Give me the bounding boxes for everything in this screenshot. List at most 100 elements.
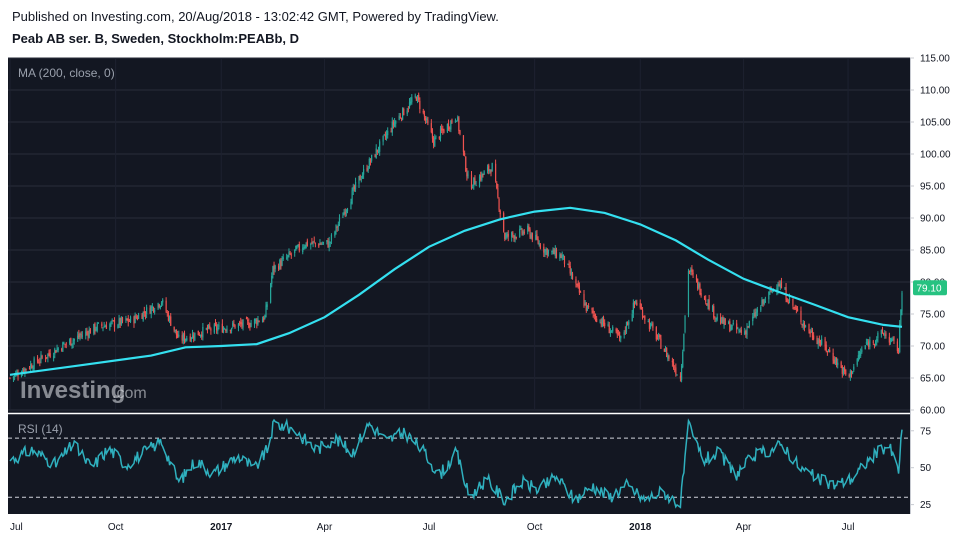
candle-body <box>248 321 250 328</box>
candle-body <box>450 121 452 130</box>
candle-body <box>829 349 831 353</box>
candle-body <box>86 331 88 333</box>
candle-body <box>796 308 799 312</box>
candle-body <box>264 315 266 320</box>
candle-body <box>173 326 175 331</box>
candle-body <box>53 355 55 359</box>
candle-body <box>491 163 493 172</box>
candle-body <box>295 246 297 251</box>
ma-200-line <box>9 206 903 376</box>
candle-body <box>38 362 40 364</box>
candle-body <box>531 232 533 240</box>
candle-body <box>71 343 73 347</box>
candle-body <box>55 350 57 353</box>
candle-body <box>631 314 633 322</box>
candle-body <box>777 285 779 291</box>
candle-body <box>647 321 649 323</box>
candle-body <box>724 318 726 325</box>
candle-body <box>586 305 589 310</box>
candle-body <box>804 325 807 327</box>
candle-body <box>233 323 235 325</box>
candle-body <box>383 134 385 136</box>
candle-body <box>279 260 281 270</box>
candle-body <box>801 323 803 325</box>
candle-body <box>832 352 834 361</box>
candle-body <box>250 322 252 327</box>
candle-body <box>189 336 191 341</box>
candle-body <box>849 370 851 377</box>
candle-body <box>447 123 450 130</box>
candle-body <box>723 318 725 326</box>
candle-body <box>290 254 292 256</box>
candle-body <box>803 323 806 328</box>
candle-body <box>146 307 148 314</box>
candle-body <box>633 301 636 305</box>
candle-body <box>876 339 878 342</box>
candle-body <box>343 212 345 216</box>
candle-body <box>266 304 268 307</box>
candle-body <box>480 174 482 180</box>
candle-body <box>49 353 51 357</box>
candle-body <box>513 235 515 239</box>
candle-body <box>764 301 766 303</box>
candle-body <box>265 305 267 318</box>
candle-body <box>684 315 686 333</box>
candle-body <box>527 225 529 232</box>
candle-body <box>32 368 34 370</box>
candle-body <box>753 312 755 316</box>
candle-body <box>739 331 741 333</box>
candle-body <box>414 95 416 97</box>
candle-body <box>218 324 220 327</box>
candle-body <box>335 224 337 232</box>
candle-body <box>648 321 651 329</box>
candle-body <box>837 362 839 366</box>
candle-body <box>406 110 408 114</box>
grid <box>8 57 910 411</box>
candle-body <box>327 241 329 248</box>
candle-body <box>296 247 298 249</box>
candle-body <box>102 327 104 329</box>
candle-body <box>663 348 665 352</box>
candle-body <box>824 338 826 347</box>
candle-body <box>69 339 71 344</box>
candle-body <box>674 368 676 370</box>
candle-body <box>93 323 95 334</box>
price-tick-label: 60.00 <box>920 406 945 417</box>
candle-body <box>467 174 469 176</box>
candle-body <box>700 292 702 296</box>
candle-body <box>423 113 426 117</box>
price-tick-label: 70.00 <box>920 342 945 353</box>
candle-body <box>738 329 740 331</box>
candle-body <box>242 319 244 328</box>
price-tick-label: 105.00 <box>920 118 951 129</box>
candle-body <box>13 374 16 377</box>
candle-body <box>615 328 617 332</box>
candle-body <box>748 321 750 327</box>
candle-body <box>110 321 112 325</box>
candle-body <box>810 331 812 333</box>
candle-body <box>206 327 209 330</box>
candle-body <box>129 316 132 322</box>
candle-body <box>825 344 827 352</box>
candle-body <box>600 322 602 325</box>
candle-body <box>474 178 476 185</box>
candle-body <box>366 168 368 171</box>
candle-body <box>584 303 586 306</box>
candle-body <box>141 315 143 319</box>
candle-body <box>312 241 314 244</box>
candle-body <box>552 249 554 251</box>
candle-body <box>255 319 257 321</box>
candle-body <box>755 311 757 317</box>
candle-body <box>722 317 724 324</box>
candle-body <box>579 291 582 293</box>
candle-body <box>217 327 219 331</box>
candle-body <box>210 328 212 331</box>
candle-body <box>399 116 401 118</box>
candle-body <box>162 299 164 303</box>
candle-body <box>852 371 854 374</box>
candle-body <box>901 292 903 312</box>
candle-body <box>596 318 598 322</box>
candle-body <box>649 323 652 328</box>
candle-body <box>627 322 629 326</box>
